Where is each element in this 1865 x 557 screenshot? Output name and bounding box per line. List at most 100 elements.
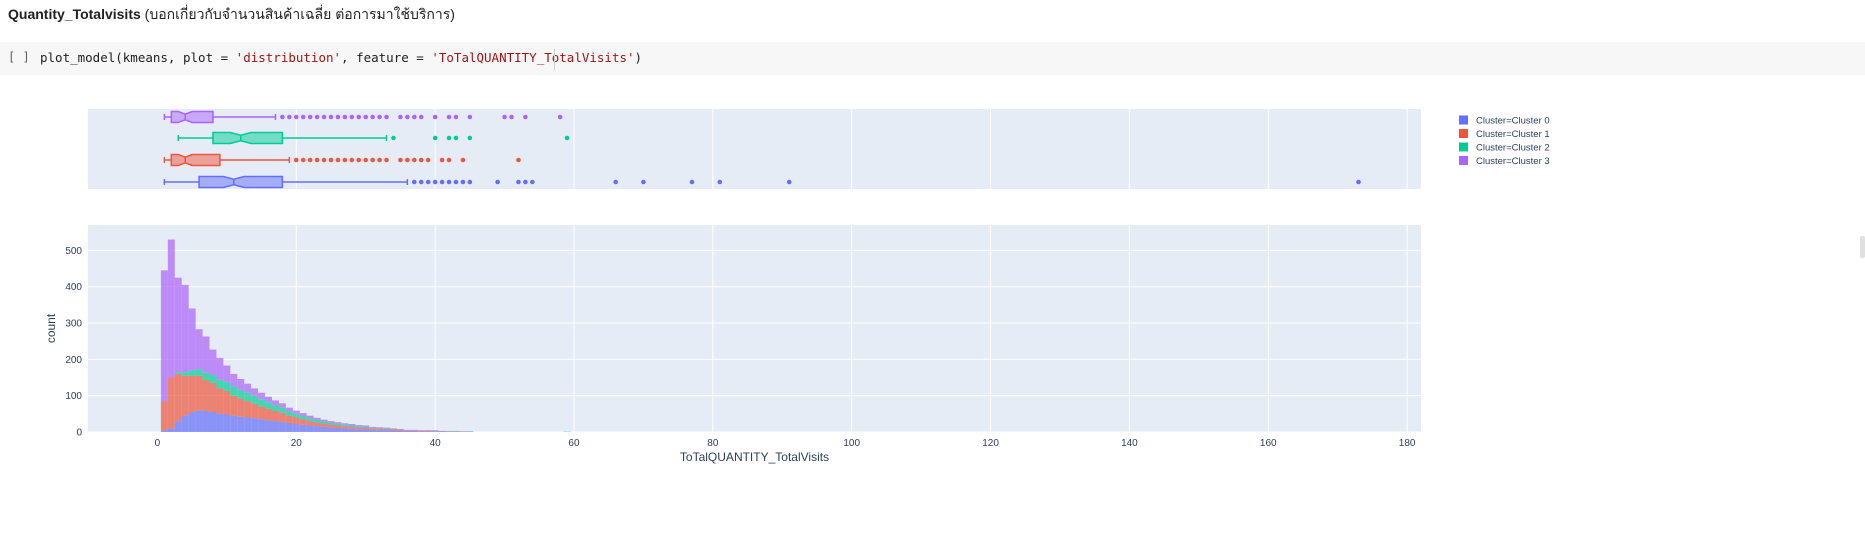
hist-bar — [396, 429, 404, 431]
hist-bar — [230, 373, 238, 387]
legend-swatch — [1459, 115, 1468, 125]
box-outlier — [460, 157, 466, 163]
box-outlier — [453, 135, 459, 141]
box-outlier — [349, 157, 355, 163]
code-line[interactable]: plot_model(kmeans, plot = 'distribution'… — [40, 50, 642, 65]
hist-bar — [202, 336, 210, 373]
hist-bar — [285, 415, 293, 423]
box-outlier — [412, 179, 417, 185]
hist-bar — [278, 421, 286, 432]
hist-bar — [431, 431, 439, 432]
box-outlier — [342, 157, 348, 163]
box-outlier — [342, 114, 348, 120]
box-outlier — [1356, 179, 1361, 185]
hist-bar — [362, 427, 370, 430]
hist-bar — [237, 398, 245, 417]
box-outlier — [418, 179, 424, 185]
box-outlier — [564, 135, 570, 141]
box-outlier — [432, 179, 438, 185]
box-outlier — [557, 114, 563, 120]
box-outlier — [717, 179, 723, 185]
hist-bar — [369, 426, 377, 428]
hist-bar — [174, 372, 182, 374]
hist-bar — [403, 430, 411, 432]
box-outlier — [300, 114, 306, 120]
box-outlier — [523, 179, 528, 185]
hist-bar — [230, 415, 238, 432]
hist-bar — [251, 403, 259, 419]
hist-bar — [244, 417, 252, 432]
scrollbar-handle[interactable] — [1860, 236, 1865, 258]
box-outlier — [363, 114, 369, 120]
distribution-chart: 0 20 40 60 80 100 120 140 160 180 0 100 200 300 400 500… — [44, 109, 1550, 464]
hist-bar — [313, 420, 321, 423]
hist-bar — [341, 423, 349, 425]
hist-bar — [216, 388, 224, 414]
hist-bar — [424, 430, 432, 432]
box-body — [170, 110, 214, 124]
box-outlier — [439, 157, 445, 163]
hist-bar — [202, 410, 210, 432]
hist-bar — [355, 425, 363, 427]
hist-bar — [271, 421, 279, 432]
box-outlier — [349, 114, 355, 120]
box-outlier — [786, 179, 792, 185]
box-outlier — [432, 135, 438, 141]
box-outlier — [467, 114, 473, 120]
code-part: 'ToTalQUANTITY_TotalVisits' — [431, 50, 635, 65]
hist-bar — [376, 427, 384, 429]
box-outlier — [356, 157, 362, 163]
x-tick-label: 140 — [1121, 438, 1138, 449]
box-outlier — [363, 157, 369, 163]
hist-bar — [223, 381, 231, 391]
hist-bar — [313, 422, 321, 427]
hist-bar — [237, 378, 245, 390]
box-outlier — [418, 114, 424, 120]
hist-bar — [348, 425, 356, 427]
hist-bar — [285, 411, 293, 416]
hist-bar — [160, 430, 168, 432]
run-cell-button[interactable]: [ ] — [8, 50, 30, 64]
hist-bar — [292, 410, 300, 414]
box-outlier — [425, 179, 431, 185]
hist-bar — [306, 415, 314, 419]
hist-bar — [341, 424, 349, 427]
hist-bar — [327, 427, 335, 432]
hist-bar — [417, 431, 425, 432]
heading-description: (บอกเกี่ยวกับจำนวนสินค้าเฉลี่ย ต่อการมาใ… — [140, 6, 455, 22]
hist-bar — [313, 417, 321, 421]
hist-bar — [181, 375, 189, 416]
box-outlier — [432, 114, 438, 120]
hist-bar — [216, 413, 224, 432]
y-tick-label: 100 — [65, 391, 82, 402]
hist-bar — [362, 425, 370, 427]
hist-bar — [369, 428, 377, 430]
box-outlier — [405, 114, 410, 120]
hist-bar — [403, 430, 411, 431]
x-tick-label: 160 — [1260, 438, 1277, 449]
hist-bar — [160, 270, 168, 402]
box-outlier — [370, 114, 375, 120]
box-outlier — [377, 114, 382, 120]
legend-label: Cluster=Cluster 1 — [1476, 129, 1550, 140]
hist-bar — [348, 428, 356, 432]
hist-bar — [341, 426, 349, 429]
box-outlier — [439, 179, 445, 185]
hist-bar — [383, 428, 391, 430]
box-outlier — [321, 157, 327, 163]
hist-bar — [181, 372, 189, 376]
hist-bar — [278, 412, 286, 422]
hist-bar — [320, 423, 328, 427]
hist-bar — [299, 413, 307, 417]
box-outlier — [328, 157, 334, 163]
box-outlier — [509, 114, 514, 120]
hist-bar — [390, 430, 397, 432]
hist-bar — [258, 406, 266, 420]
code-cell[interactable]: [ ] plot_model(kmeans, plot = 'distribut… — [0, 42, 1865, 75]
hist-bar — [195, 329, 203, 370]
box-outlier — [495, 179, 500, 185]
box-outlier — [307, 157, 313, 163]
legend-label: Cluster=Cluster 0 — [1476, 116, 1550, 127]
box-outlier — [453, 179, 459, 185]
box-outlier — [446, 135, 452, 141]
